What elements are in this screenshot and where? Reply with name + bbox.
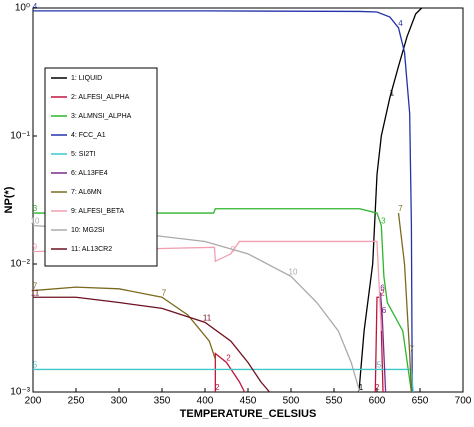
y-tick-label: 10⁻²	[10, 259, 30, 270]
legend-entry: 11: AL13CR2	[71, 246, 112, 253]
curve-label: 5	[377, 361, 382, 370]
curve-label: 10	[31, 217, 40, 226]
phase-line	[374, 296, 384, 393]
phase-line	[379, 292, 387, 393]
x-tick-label: 400	[197, 396, 214, 407]
x-axis-title: TEMPERATURE_CELSIUS	[180, 408, 317, 420]
curve-label: 2	[375, 383, 380, 392]
phase-line	[32, 286, 216, 360]
curve-label: 2	[215, 383, 220, 392]
legend-entry: 3: ALMNSI_ALPHA	[71, 113, 132, 120]
curve-label: 1	[390, 89, 395, 98]
phase-line	[33, 368, 414, 393]
phase-line	[33, 208, 413, 393]
curve-label: 3	[33, 204, 38, 213]
x-tick-label: 450	[240, 396, 257, 407]
y-tick-label: 10⁻³	[10, 387, 30, 398]
legend-entry: 10: MG2SI	[71, 227, 105, 234]
curve-label: 6	[382, 306, 387, 315]
phase-line	[214, 352, 246, 393]
curve-label: 10	[289, 268, 298, 277]
legend-entry: 1: LIQUID	[71, 75, 102, 82]
curve-label: 9	[33, 243, 38, 252]
phase-line	[33, 10, 413, 393]
curve-label: 7	[33, 282, 38, 291]
curve-label: 7	[409, 345, 414, 354]
x-tick-label: 700	[455, 396, 472, 407]
curve-label: 2	[226, 354, 231, 363]
x-tick-label: 350	[154, 396, 171, 407]
x-tick-label: 550	[326, 396, 343, 407]
curve-label: 4	[398, 19, 403, 28]
phase-line	[358, 7, 423, 393]
curve-label: 5	[33, 361, 38, 370]
x-tick-label: 250	[68, 396, 85, 407]
curve-label: 4	[33, 2, 38, 11]
y-tick-label: 10⁰	[15, 3, 30, 14]
legend-entry: 6: AL13FE4	[71, 170, 108, 177]
curve-label: 7	[162, 288, 167, 297]
x-tick-label: 650	[412, 396, 429, 407]
legend-box	[44, 67, 158, 267]
legend-entry: 4: FCC_A1	[71, 132, 106, 139]
x-tick-label: 500	[283, 396, 300, 407]
y-axis-title: NP(*)	[3, 186, 15, 213]
curve-label: 3	[381, 217, 386, 226]
y-tick-label: 10⁻¹	[10, 131, 30, 142]
legend-entry: 2: ALFESI_ALPHA	[71, 94, 130, 101]
curve-label: 1	[359, 383, 364, 392]
x-tick-label: 300	[111, 396, 128, 407]
curve-label: 11	[31, 288, 40, 297]
legend-entry: 7: AL6MN	[71, 189, 102, 196]
legend-entry: 5: SI2TI	[71, 151, 96, 158]
x-tick-label: 200	[25, 396, 42, 407]
curve-label: 2	[380, 288, 385, 297]
legend: 1: LIQUID 2: ALFESI_ALPHA 3: ALMNSI_ALPHA 4…	[44, 67, 158, 267]
legend-entry: 9: ALFESI_BETA	[71, 208, 125, 215]
curve-label: 11	[203, 313, 212, 322]
phase-line	[33, 296, 270, 393]
x-tick-label: 600	[369, 396, 386, 407]
curve-label: 6	[380, 284, 385, 293]
curve-label: 7	[398, 204, 403, 213]
phase-line	[397, 212, 413, 393]
